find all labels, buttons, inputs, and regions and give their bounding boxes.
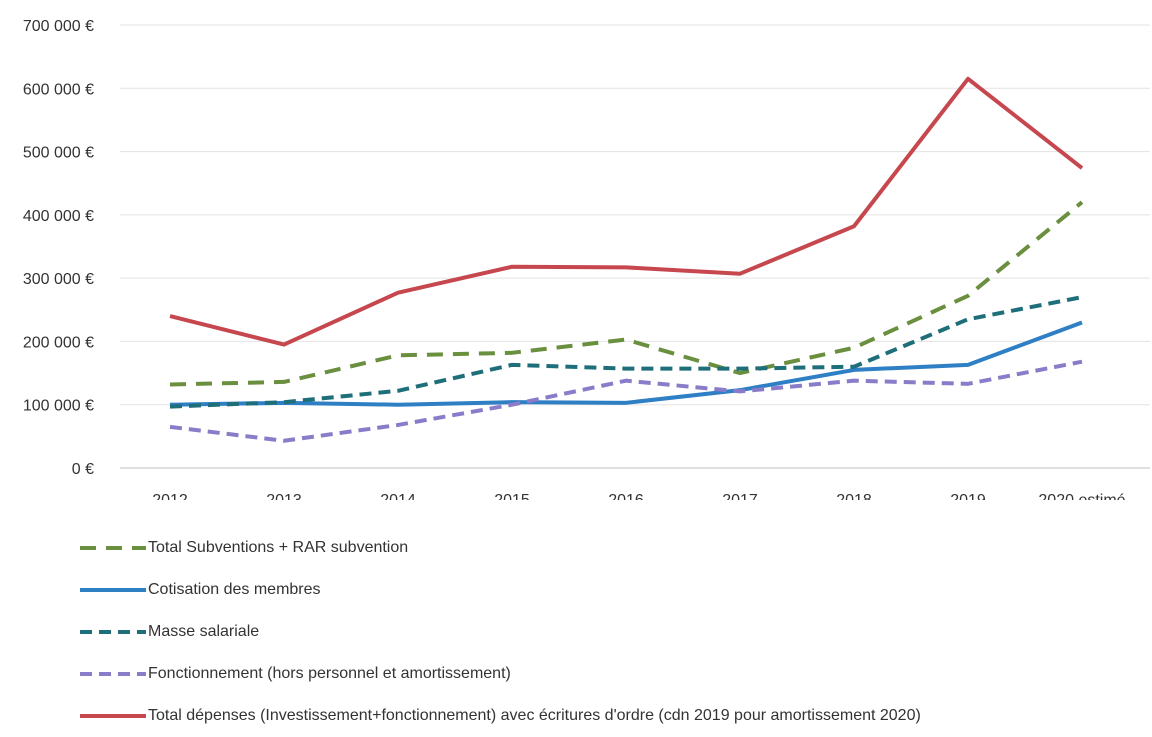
- y-axis-tick-labels: 0 € 100 000 € 200 000 € 300 000 € 400 000 € 5…: [23, 18, 94, 478]
- y-tick-label: 300 000 €: [23, 271, 94, 288]
- legend-swatch: [80, 712, 146, 720]
- series-line-3: [170, 297, 1082, 406]
- x-tick-label: 2020 estimé: [1038, 492, 1125, 500]
- line-chart: 0 € 100 000 € 200 000 € 300 000 € 400 000 € 5…: [0, 0, 1152, 500]
- x-tick-label: 2016: [608, 492, 644, 500]
- x-tick-label: 2018: [836, 492, 872, 500]
- x-tick-label: 2019: [950, 492, 986, 500]
- legend-swatch: [80, 544, 146, 552]
- legend-label: Fonctionnement (hors personnel et amorti…: [148, 665, 511, 683]
- y-tick-label: 500 000 €: [23, 145, 94, 162]
- series-line-1: [170, 202, 1082, 384]
- x-tick-label: 2014: [380, 492, 416, 500]
- y-tick-label: 600 000 €: [23, 81, 94, 98]
- y-tick-label: 700 000 €: [23, 18, 94, 35]
- x-axis-tick-labels: 2012 2013 2014 2015 2016 2017 2018 2019 2020 est…: [152, 492, 1125, 500]
- legend-item: Fonctionnement (hors personnel et amorti…: [80, 653, 1150, 695]
- legend-label: Total Subventions + RAR subvention: [148, 539, 408, 557]
- legend-label: Masse salariale: [148, 623, 259, 641]
- x-tick-label: 2013: [266, 492, 302, 500]
- legend-label: Total dépenses (Investissement+fonctionn…: [148, 707, 921, 725]
- y-tick-label: 200 000 €: [23, 334, 94, 351]
- series-line-5: [170, 79, 1082, 345]
- legend-item: Cotisation des membres: [80, 569, 1150, 611]
- legend-item: Total dépenses (Investissement+fonctionn…: [80, 695, 1150, 737]
- legend-item: Total Subventions + RAR subvention: [80, 527, 1150, 569]
- legend-item: Masse salariale: [80, 611, 1150, 653]
- x-tick-label: 2017: [722, 492, 758, 500]
- x-tick-label: 2012: [152, 492, 188, 500]
- legend-swatch: [80, 628, 146, 636]
- legend-swatch: [80, 670, 146, 678]
- chart-legend: Total Subventions + RAR subvention Cotisa…: [80, 527, 1150, 737]
- legend-label: Cotisation des membres: [148, 581, 321, 599]
- x-tick-label: 2015: [494, 492, 530, 500]
- y-tick-label: 400 000 €: [23, 208, 94, 225]
- series-lines: [170, 79, 1082, 441]
- y-tick-label: 0 €: [72, 461, 94, 478]
- legend-swatch: [80, 586, 146, 594]
- y-tick-label: 100 000 €: [23, 398, 94, 415]
